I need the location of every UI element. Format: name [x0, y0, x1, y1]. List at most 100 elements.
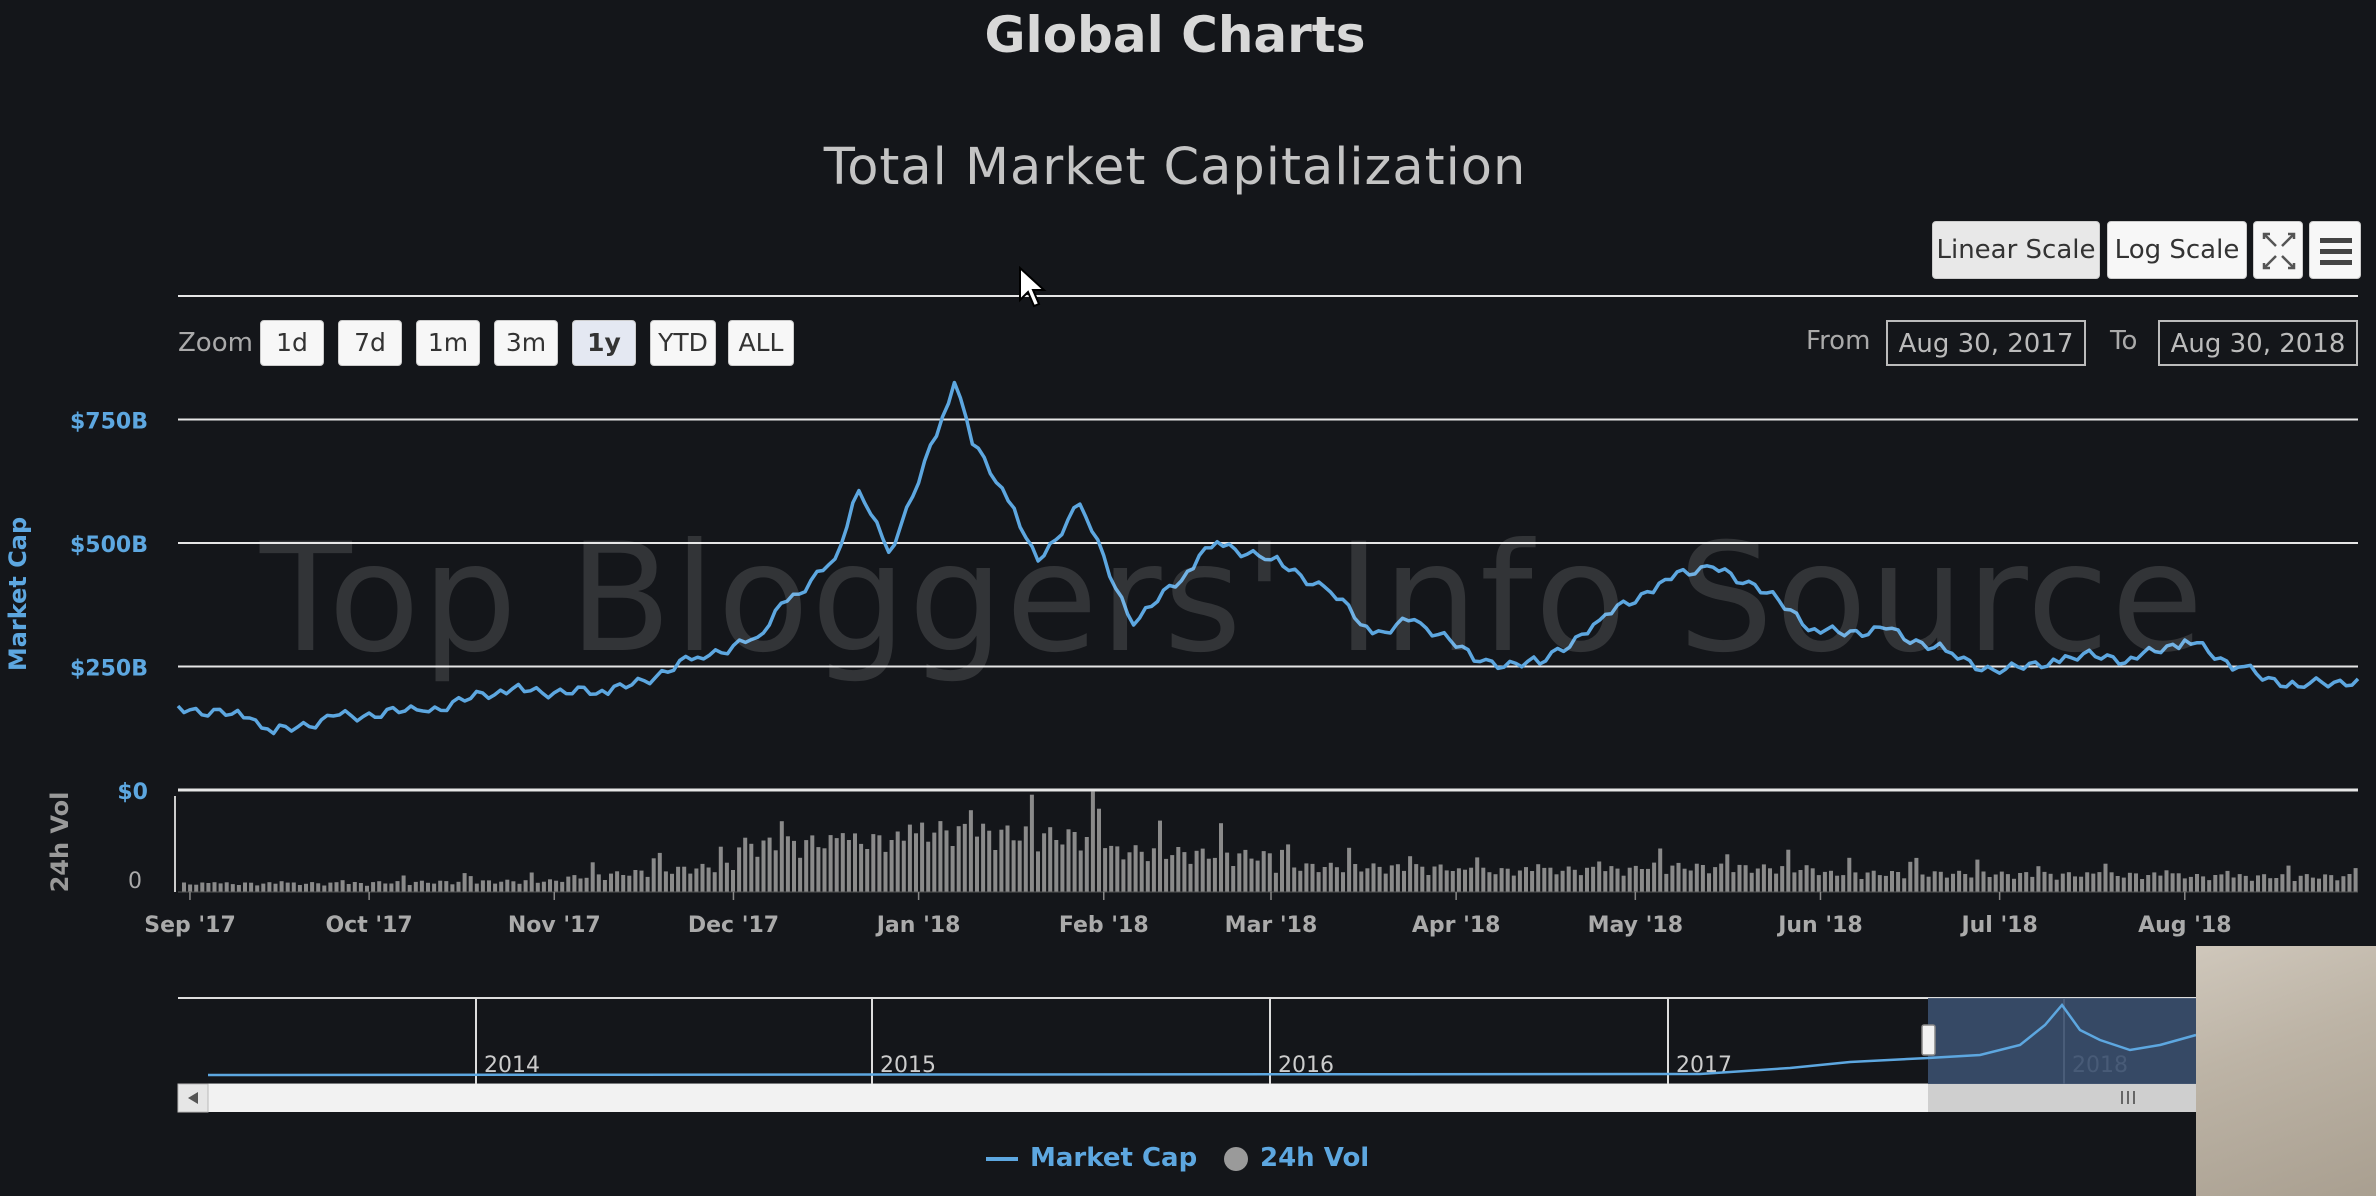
volume-bar	[1420, 866, 1425, 892]
volume-bar	[1017, 840, 1022, 892]
volume-bar	[523, 880, 528, 892]
volume-bar	[212, 882, 217, 892]
x-tick-label: Feb '18	[1059, 913, 1149, 938]
zoom-button-all[interactable]: ALL	[728, 320, 794, 366]
linear-scale-button[interactable]: Linear Scale	[1932, 221, 2100, 279]
zoom-button-7d[interactable]: 7d	[338, 320, 402, 366]
volume-bar	[1414, 864, 1419, 892]
volume-bar	[877, 835, 882, 892]
x-tick-label: Jan '18	[875, 913, 961, 938]
zoom-button-1d[interactable]: 1d	[260, 320, 324, 366]
volume-bar	[2005, 874, 2010, 892]
volume-bar	[1957, 870, 1962, 892]
volume-bar	[2249, 880, 2254, 892]
volume-bar	[1353, 864, 1358, 892]
volume-bar	[1078, 850, 1083, 892]
volume-bar	[834, 838, 839, 892]
volume-bar	[1603, 871, 1608, 892]
volume-bar	[2115, 876, 2120, 892]
volume-bar	[1585, 867, 1589, 892]
zoom-button-3m[interactable]: 3m	[494, 320, 558, 366]
volume-bar	[2182, 878, 2187, 892]
volume-bar	[615, 871, 620, 892]
x-tick-label: Nov '17	[508, 913, 601, 938]
page-title: Global Charts	[984, 6, 1366, 64]
volume-bar	[993, 850, 998, 892]
volume-bar	[249, 882, 254, 892]
mouse-cursor-icon	[1019, 266, 1047, 308]
volume-bar	[1304, 863, 1309, 892]
volume-bar	[1408, 856, 1413, 892]
volume-bar	[1633, 865, 1638, 892]
chart-menu-button[interactable]	[2309, 221, 2361, 279]
volume-bar	[1719, 863, 1724, 892]
volume-bar	[1200, 848, 1205, 892]
volume-bar	[548, 879, 552, 892]
volume-bar	[511, 881, 516, 892]
volume-bar	[865, 849, 870, 892]
y-tick-label: $0	[117, 780, 148, 805]
volume-bar	[1975, 859, 1980, 892]
volume-bar	[731, 870, 735, 892]
volume-bar	[1402, 870, 1406, 892]
volume-bar	[2195, 874, 2199, 892]
volume-bar	[1761, 864, 1766, 892]
zoom-button-1y[interactable]: 1y	[572, 320, 636, 366]
volume-bar	[670, 873, 674, 892]
chart-title: Total Market Capitalization	[823, 138, 1527, 197]
volume-bar	[651, 858, 656, 892]
from-date-input[interactable]: Aug 30, 2017	[1886, 320, 2086, 366]
volume-bar	[487, 880, 491, 892]
volume-bar	[322, 885, 327, 892]
volume-bar	[401, 875, 406, 892]
volume-bar	[1042, 833, 1047, 892]
volume-bar	[798, 857, 803, 892]
volume-bar	[328, 882, 333, 892]
volume-bar	[1908, 861, 1913, 892]
volume-bar	[1249, 858, 1254, 892]
volume-bar	[1426, 875, 1431, 892]
volume-bar	[413, 881, 418, 892]
volume-bar	[1347, 847, 1352, 892]
volume-bar	[1816, 875, 1821, 892]
volume-bar	[2030, 876, 2035, 892]
volume-bar	[2048, 873, 2053, 892]
volume-bar	[2262, 874, 2267, 892]
volume-bar	[2018, 873, 2023, 892]
volume-bar	[310, 882, 315, 892]
volume-bar	[529, 872, 534, 892]
volume-bar	[1987, 877, 1992, 892]
volume-bar	[1176, 847, 1181, 892]
legend-market-cap[interactable]: Market Cap	[986, 1143, 1197, 1173]
fullscreen-button[interactable]	[2253, 221, 2303, 279]
volume-bar	[2176, 873, 2181, 892]
volume-bar	[2347, 874, 2352, 892]
volume-bar	[1298, 870, 1303, 892]
volume-bar	[365, 885, 369, 892]
volume-bar	[853, 833, 857, 892]
to-date-input[interactable]: Aug 30, 2018	[2158, 320, 2358, 366]
volume-bar	[462, 873, 467, 892]
volume-bar	[1591, 866, 1596, 892]
volume-bar	[1749, 872, 1754, 892]
log-scale-button[interactable]: Log Scale	[2107, 221, 2247, 279]
volume-bar	[1231, 866, 1236, 892]
volume-bar	[535, 882, 540, 892]
volume-bar	[1700, 865, 1705, 892]
volume-bar	[1621, 875, 1626, 892]
volume-bar	[1310, 863, 1315, 892]
zoom-button-1m[interactable]: 1m	[416, 320, 480, 366]
legend-24h-vol[interactable]: 24h Vol	[1224, 1143, 1369, 1173]
volume-bar	[499, 881, 504, 892]
volume-bar	[1859, 879, 1864, 892]
scrollbar-thumb	[1928, 1084, 2196, 1112]
volume-bar	[2201, 876, 2206, 892]
volume-bar	[792, 840, 796, 892]
volume-bar	[1341, 872, 1345, 892]
zoom-button-ytd[interactable]: YTD	[650, 320, 716, 366]
volume-bar	[706, 867, 711, 892]
volume-bar	[1206, 858, 1211, 892]
volume-bar	[1499, 868, 1504, 892]
volume-bar	[2066, 872, 2071, 892]
